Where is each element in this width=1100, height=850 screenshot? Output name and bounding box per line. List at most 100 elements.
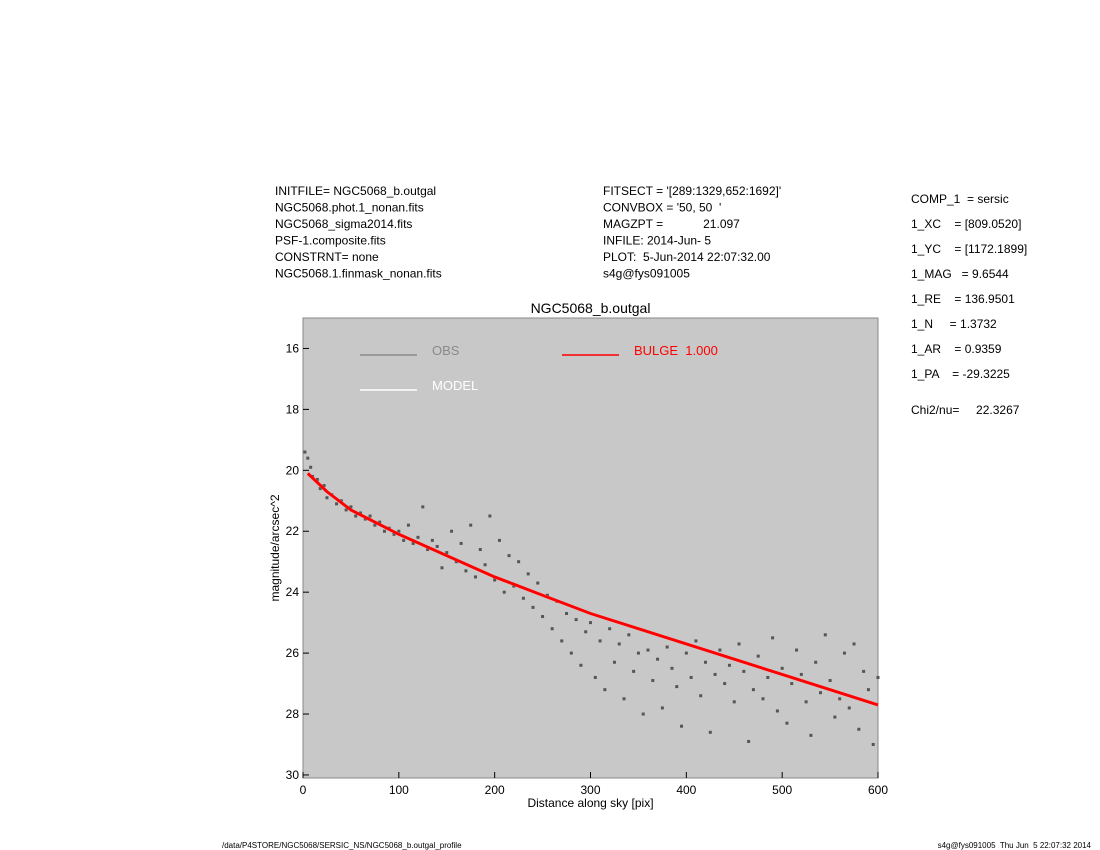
obs-point	[603, 688, 607, 692]
y-tick-label: 22	[286, 524, 300, 538]
obs-point	[799, 672, 803, 676]
obs-point	[651, 679, 655, 683]
obs-point	[373, 523, 377, 527]
obs-point	[550, 627, 554, 631]
obs-point	[406, 523, 410, 527]
header-right-line: 1_MAG = 9.6544	[911, 267, 1009, 281]
obs-point	[493, 578, 497, 582]
obs-point	[474, 575, 477, 579]
y-tick-label: 18	[286, 402, 300, 416]
obs-point	[569, 651, 573, 655]
y-tick-label: 16	[286, 341, 300, 355]
obs-point	[708, 730, 712, 734]
y-tick-label: 24	[286, 585, 300, 599]
header-right-line: 1_XC = [809.0520]	[911, 217, 1021, 231]
chart-title: NGC5068_b.outgal	[531, 300, 651, 316]
footer-left: /data/P4STORE/NGC5068/SERSIC_NS/NGC5068_…	[222, 841, 462, 850]
obs-point	[646, 648, 650, 652]
obs-point	[306, 456, 310, 460]
obs-point	[526, 572, 530, 576]
obs-point	[512, 584, 516, 588]
obs-point	[450, 529, 454, 533]
header-middle-line: INFILE: 2014-Jun- 5	[603, 234, 711, 248]
obs-point	[838, 697, 842, 701]
obs-point	[421, 505, 425, 509]
obs-point	[622, 697, 626, 701]
x-axis-label: Distance along sky [pix]	[527, 796, 653, 810]
obs-point	[397, 529, 401, 533]
obs-point	[842, 651, 846, 655]
obs-point	[617, 642, 621, 646]
bulge-line	[306, 472, 879, 707]
y-tick-label: 26	[286, 646, 300, 660]
obs-point	[771, 636, 775, 640]
obs-point	[440, 566, 444, 570]
obs-point	[608, 627, 612, 631]
obs-point	[560, 639, 564, 643]
obs-point	[636, 651, 640, 655]
y-tick-label: 28	[286, 707, 300, 721]
obs-point	[392, 532, 396, 536]
obs-point	[469, 523, 473, 527]
obs-point	[670, 666, 674, 670]
x-tick-label: 400	[676, 783, 696, 797]
y-tick-label: 30	[286, 768, 300, 782]
plot-area	[302, 317, 879, 779]
obs-point	[430, 538, 434, 542]
obs-point	[632, 669, 636, 673]
x-tick-label: 500	[772, 783, 792, 797]
obs-point	[464, 569, 468, 573]
obs-point	[584, 630, 588, 634]
obs-point	[378, 520, 382, 524]
obs-point	[322, 484, 326, 488]
obs-point	[627, 633, 631, 637]
obs-point	[315, 477, 319, 481]
obs-point	[363, 517, 367, 521]
obs-point	[790, 682, 794, 686]
obs-point	[593, 675, 597, 679]
legend-label: MODEL	[432, 378, 478, 393]
obs-point	[382, 529, 386, 533]
header-left-line: PSF-1.composite.fits	[275, 234, 386, 248]
obs-point	[459, 541, 463, 545]
header-right-line: Chi2/nu= 22.3267	[911, 403, 1020, 417]
obs-point	[660, 706, 664, 710]
obs-point	[445, 551, 449, 555]
obs-point	[309, 465, 313, 469]
obs-point	[785, 721, 789, 725]
obs-point	[833, 715, 837, 719]
obs-point	[502, 590, 506, 594]
legend-label: OBS	[432, 343, 460, 358]
obs-point	[819, 691, 822, 695]
header-left-line: NGC5068.1.finmask_nonan.fits	[275, 267, 442, 281]
obs-point	[857, 727, 861, 731]
obs-point	[684, 651, 688, 655]
obs-point	[680, 724, 684, 728]
obs-point	[574, 618, 578, 622]
header-right-line: 1_N = 1.3732	[911, 317, 997, 331]
obs-point	[694, 639, 698, 643]
obs-point	[862, 669, 866, 673]
header-right-line: 1_RE = 136.9501	[911, 292, 1015, 306]
obs-point	[761, 697, 765, 701]
obs-point	[814, 660, 818, 664]
obs-point	[483, 563, 487, 567]
x-tick-label: 100	[389, 783, 409, 797]
x-tick-label: 300	[580, 783, 600, 797]
header-left-line: INITFILE= NGC5068_b.outgal	[275, 184, 436, 198]
obs-point	[454, 560, 458, 564]
obs-point	[402, 538, 406, 542]
obs-point	[349, 505, 353, 509]
obs-point	[368, 514, 372, 518]
obs-point	[732, 700, 736, 704]
obs-point	[780, 666, 784, 670]
obs-point	[866, 688, 870, 692]
y-tick-label: 20	[286, 463, 300, 477]
obs-point	[411, 541, 415, 545]
header-right-line: COMP_1 = sersic	[911, 192, 1009, 206]
obs-point	[359, 511, 362, 515]
obs-point	[565, 611, 569, 615]
obs-point	[318, 487, 322, 491]
obs-point	[641, 712, 645, 716]
header-left-line: CONSTRNT= none	[275, 250, 379, 264]
